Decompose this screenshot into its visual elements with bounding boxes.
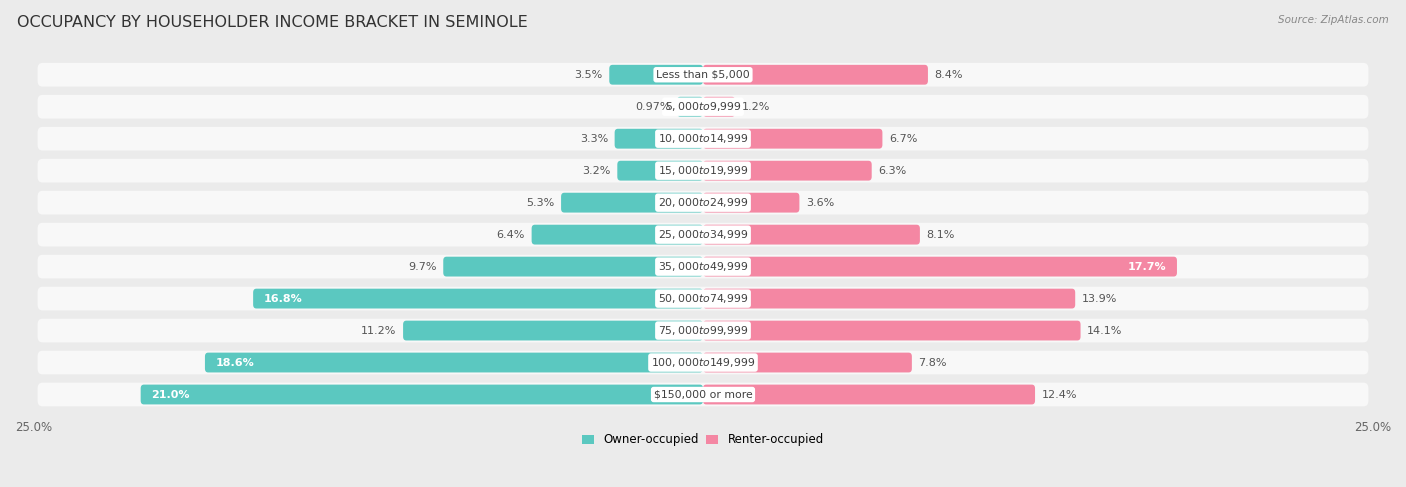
Text: 14.1%: 14.1% <box>1087 326 1122 336</box>
Text: 3.5%: 3.5% <box>574 70 603 80</box>
FancyBboxPatch shape <box>703 129 883 149</box>
Text: 3.2%: 3.2% <box>582 166 610 176</box>
Text: OCCUPANCY BY HOUSEHOLDER INCOME BRACKET IN SEMINOLE: OCCUPANCY BY HOUSEHOLDER INCOME BRACKET … <box>17 15 527 30</box>
Text: 3.6%: 3.6% <box>806 198 834 207</box>
FancyBboxPatch shape <box>703 385 1035 404</box>
Text: 13.9%: 13.9% <box>1081 294 1118 303</box>
FancyBboxPatch shape <box>609 65 703 85</box>
Text: 17.7%: 17.7% <box>1128 262 1166 272</box>
Text: $50,000 to $74,999: $50,000 to $74,999 <box>658 292 748 305</box>
FancyBboxPatch shape <box>531 225 703 244</box>
Text: $15,000 to $19,999: $15,000 to $19,999 <box>658 164 748 177</box>
Text: $5,000 to $9,999: $5,000 to $9,999 <box>665 100 741 113</box>
Text: $25,000 to $34,999: $25,000 to $34,999 <box>658 228 748 241</box>
FancyBboxPatch shape <box>38 95 1368 118</box>
Text: 16.8%: 16.8% <box>264 294 302 303</box>
FancyBboxPatch shape <box>38 383 1368 406</box>
Text: 5.3%: 5.3% <box>526 198 554 207</box>
Text: $35,000 to $49,999: $35,000 to $49,999 <box>658 260 748 273</box>
FancyBboxPatch shape <box>703 65 928 85</box>
Text: 6.7%: 6.7% <box>889 134 918 144</box>
FancyBboxPatch shape <box>38 127 1368 150</box>
Text: Less than $5,000: Less than $5,000 <box>657 70 749 80</box>
Text: $100,000 to $149,999: $100,000 to $149,999 <box>651 356 755 369</box>
FancyBboxPatch shape <box>703 289 1076 308</box>
FancyBboxPatch shape <box>205 353 703 373</box>
FancyBboxPatch shape <box>38 318 1368 342</box>
FancyBboxPatch shape <box>443 257 703 277</box>
Text: $75,000 to $99,999: $75,000 to $99,999 <box>658 324 748 337</box>
Text: 1.2%: 1.2% <box>742 102 770 112</box>
Text: 8.1%: 8.1% <box>927 230 955 240</box>
Legend: Owner-occupied, Renter-occupied: Owner-occupied, Renter-occupied <box>578 429 828 451</box>
FancyBboxPatch shape <box>703 97 735 116</box>
FancyBboxPatch shape <box>404 320 703 340</box>
FancyBboxPatch shape <box>38 223 1368 246</box>
FancyBboxPatch shape <box>141 385 703 404</box>
Text: 21.0%: 21.0% <box>152 390 190 399</box>
FancyBboxPatch shape <box>703 257 1177 277</box>
FancyBboxPatch shape <box>38 287 1368 310</box>
FancyBboxPatch shape <box>38 63 1368 87</box>
FancyBboxPatch shape <box>38 255 1368 279</box>
FancyBboxPatch shape <box>703 161 872 181</box>
FancyBboxPatch shape <box>703 193 800 212</box>
Text: 11.2%: 11.2% <box>361 326 396 336</box>
FancyBboxPatch shape <box>38 351 1368 375</box>
Text: 12.4%: 12.4% <box>1042 390 1077 399</box>
FancyBboxPatch shape <box>38 191 1368 214</box>
Text: 6.4%: 6.4% <box>496 230 524 240</box>
Text: $20,000 to $24,999: $20,000 to $24,999 <box>658 196 748 209</box>
FancyBboxPatch shape <box>38 159 1368 183</box>
FancyBboxPatch shape <box>678 97 703 116</box>
Text: 9.7%: 9.7% <box>408 262 437 272</box>
FancyBboxPatch shape <box>703 225 920 244</box>
Text: $150,000 or more: $150,000 or more <box>654 390 752 399</box>
Text: $10,000 to $14,999: $10,000 to $14,999 <box>658 132 748 145</box>
Text: 8.4%: 8.4% <box>935 70 963 80</box>
FancyBboxPatch shape <box>614 129 703 149</box>
FancyBboxPatch shape <box>617 161 703 181</box>
Text: 18.6%: 18.6% <box>215 357 254 368</box>
Text: 3.3%: 3.3% <box>579 134 607 144</box>
Text: Source: ZipAtlas.com: Source: ZipAtlas.com <box>1278 15 1389 25</box>
Text: 0.97%: 0.97% <box>636 102 671 112</box>
Text: 7.8%: 7.8% <box>918 357 948 368</box>
Text: 6.3%: 6.3% <box>879 166 907 176</box>
FancyBboxPatch shape <box>703 320 1081 340</box>
FancyBboxPatch shape <box>561 193 703 212</box>
FancyBboxPatch shape <box>253 289 703 308</box>
FancyBboxPatch shape <box>703 353 912 373</box>
